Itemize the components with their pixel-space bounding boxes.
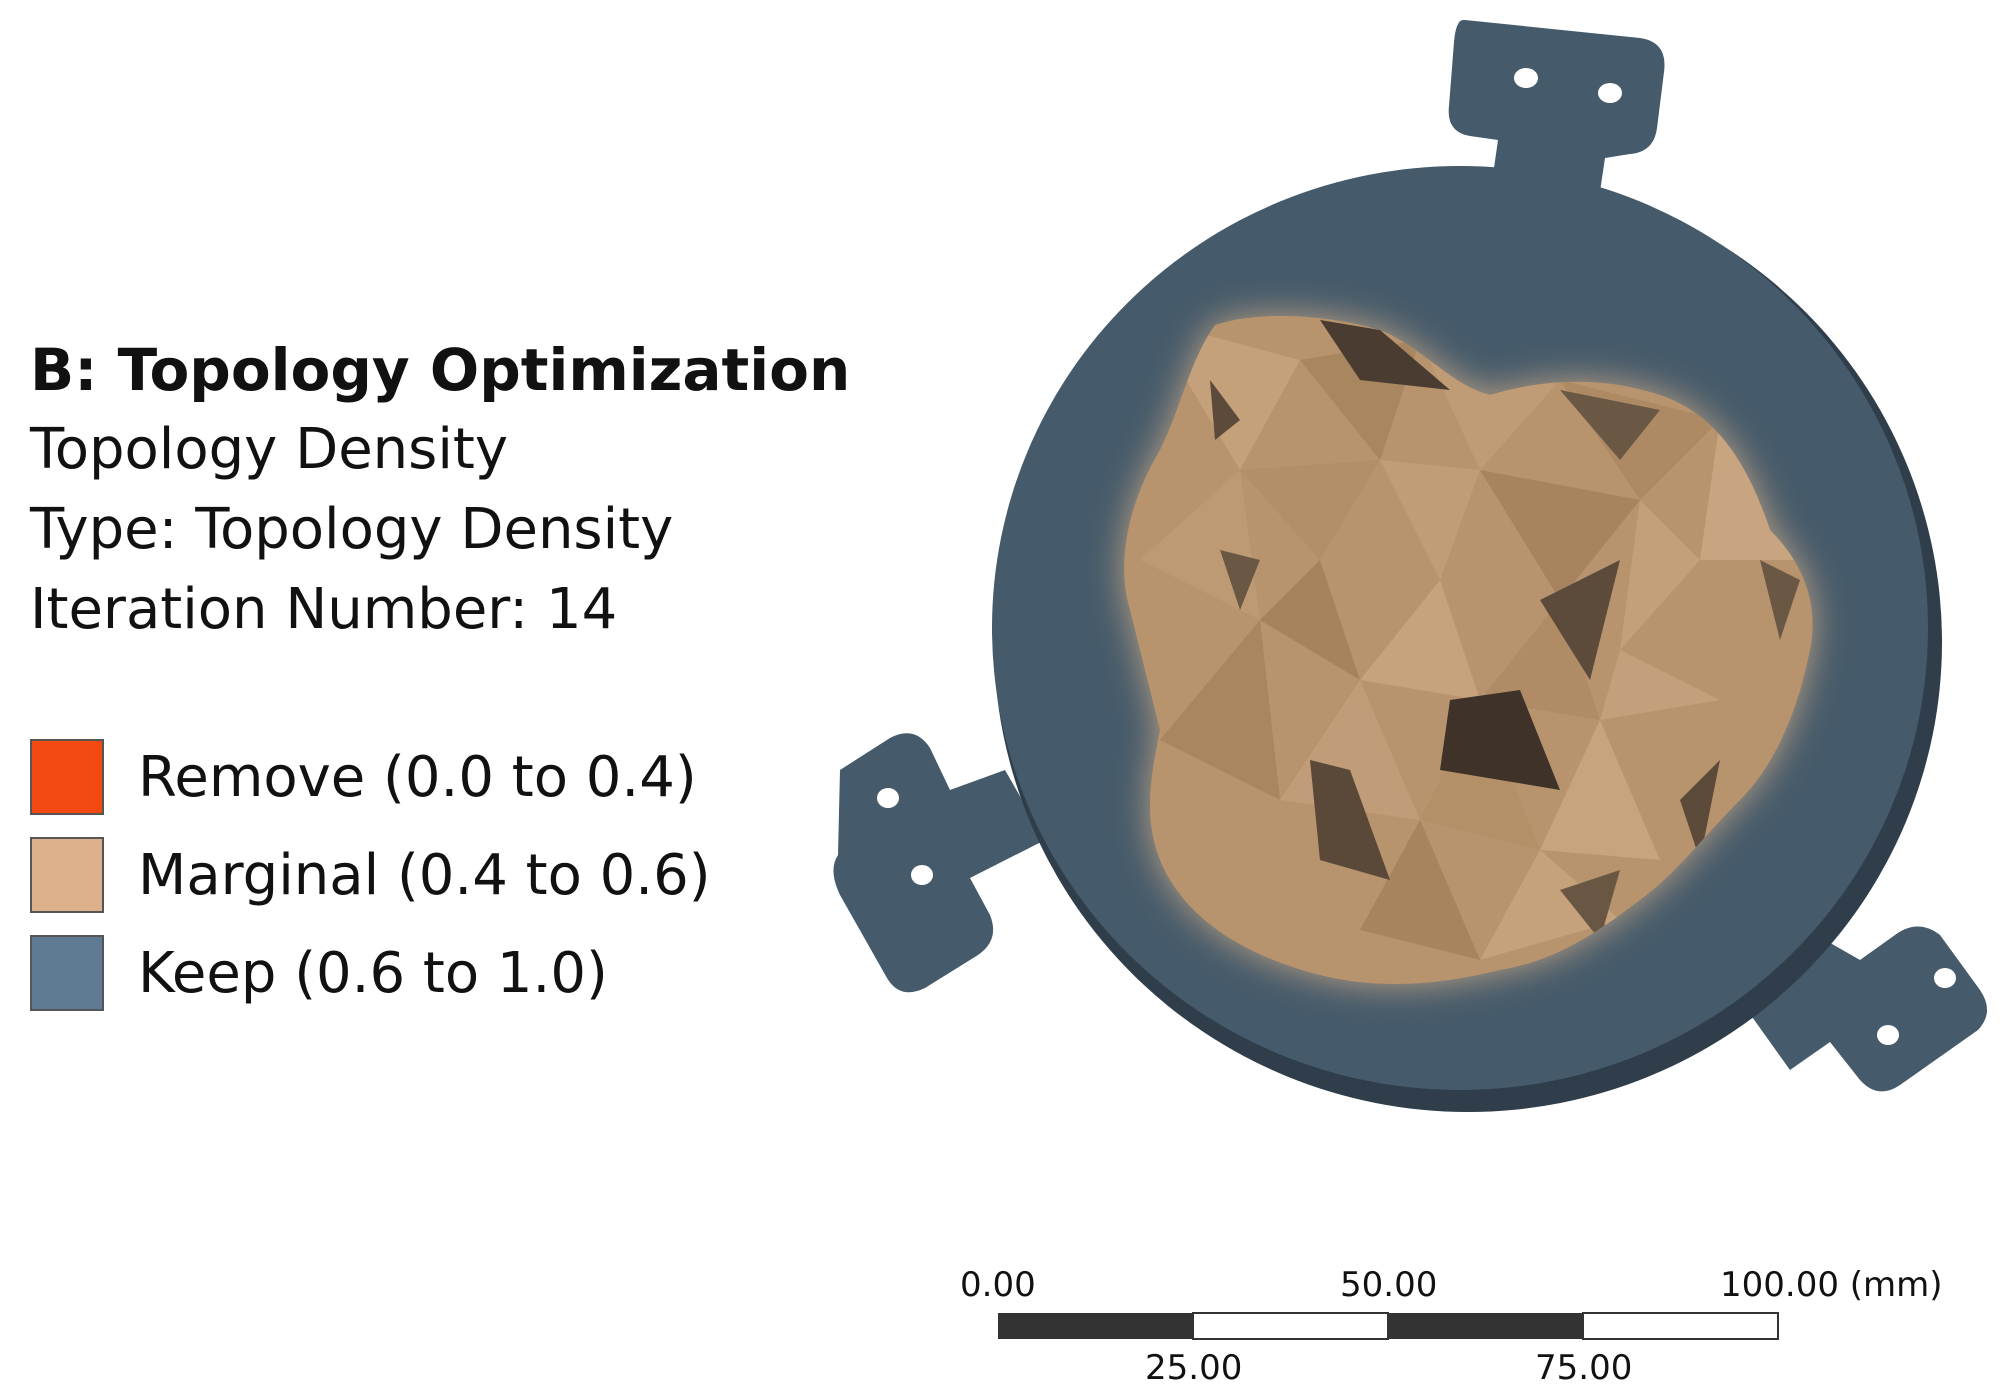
- legend-swatch-marginal: [30, 837, 104, 913]
- void-pocket: [1560, 390, 1660, 460]
- result-type: Type: Topology Density: [30, 497, 674, 562]
- legend-swatch-keep: [30, 935, 104, 1011]
- legend-item-marginal: Marginal (0.4 to 0.6): [30, 826, 711, 924]
- void-pocket: [1320, 320, 1450, 390]
- void-pocket: [1680, 760, 1720, 860]
- mount-hole: [1598, 83, 1622, 103]
- legend-item-keep: Keep (0.6 to 1.0): [30, 924, 711, 1022]
- void-pocket: [1560, 870, 1620, 940]
- mount-hole: [1514, 68, 1538, 88]
- result-subtitle: Topology Density: [30, 417, 508, 482]
- void-pocket: [1310, 760, 1390, 880]
- result-title: B: Topology Optimization: [30, 336, 851, 404]
- void-pocket: [1440, 690, 1560, 790]
- legend-label-marginal: Marginal (0.4 to 0.6): [138, 842, 711, 908]
- void-pocket: [1760, 560, 1800, 640]
- mount-hole: [1877, 1025, 1899, 1045]
- void-pocket: [1540, 560, 1620, 680]
- mount-hole: [877, 788, 899, 808]
- mount-hole: [911, 865, 933, 885]
- bracket-part: [833, 19, 1988, 1112]
- void-pocket: [1210, 380, 1240, 440]
- legend-item-remove: Remove (0.0 to 0.4): [30, 728, 711, 826]
- density-legend: Remove (0.0 to 0.4) Marginal (0.4 to 0.6…: [30, 728, 711, 1022]
- legend-label-remove: Remove (0.0 to 0.4): [138, 744, 697, 810]
- mount-hole: [1934, 968, 1956, 988]
- legend-swatch-remove: [30, 739, 104, 815]
- legend-label-keep: Keep (0.6 to 1.0): [138, 940, 608, 1006]
- void-pocket: [1220, 550, 1260, 610]
- result-info-panel: B: Topology Optimization Topology Densit…: [30, 330, 850, 650]
- result-iteration: Iteration Number: 14: [30, 577, 618, 642]
